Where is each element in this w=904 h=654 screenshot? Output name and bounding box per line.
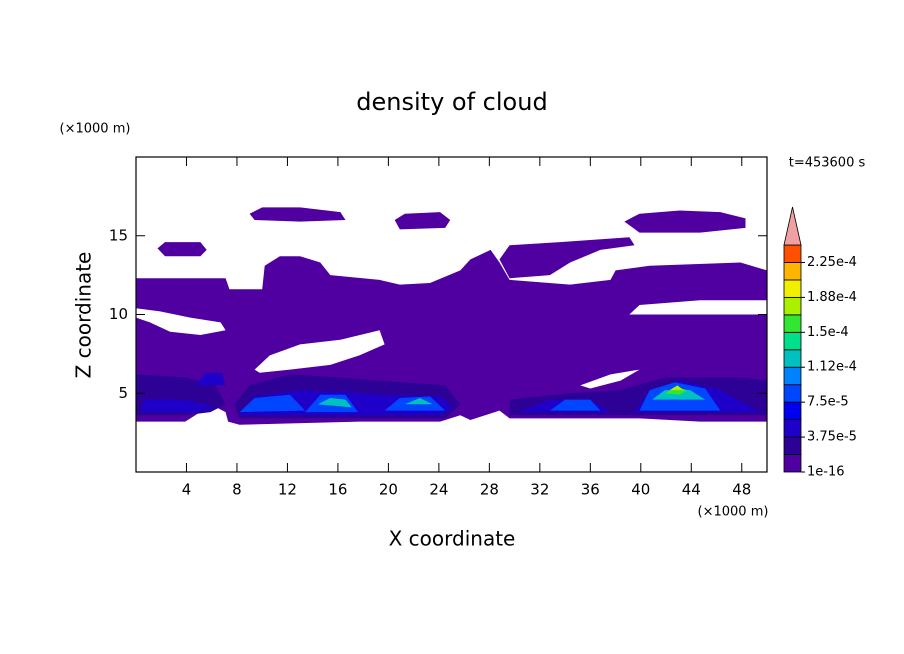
colorbar-tick-label: 1.88e-4 [807, 290, 857, 305]
colorbar-bin [783, 436, 802, 455]
y-tick-label: 15 [109, 226, 128, 244]
x-tick-label: 4 [182, 481, 192, 499]
y-unit: (×1000 m) [60, 122, 131, 137]
x-tick-label: 40 [631, 481, 650, 499]
colorbar-tick-label: 2.25e-4 [807, 255, 857, 270]
colorbar-bin [783, 454, 802, 473]
contour-region [317, 390, 706, 408]
x-tick-label: 48 [732, 481, 751, 499]
x-tick-label: 24 [429, 481, 448, 499]
x-tick-label: 12 [278, 481, 297, 499]
x-tick-label: 8 [232, 481, 242, 499]
x-tick-label: 16 [328, 481, 347, 499]
x-axis-label: X coordinate [389, 527, 516, 551]
colorbar-bin [783, 262, 802, 281]
x-tick-label: 36 [581, 481, 600, 499]
colorbar-bin [783, 331, 802, 351]
contour-region [239, 382, 721, 413]
contour-region [157, 207, 746, 279]
y-axis-label: Z coordinate [72, 252, 96, 379]
colorbar-tick-label: 1e-16 [807, 465, 845, 480]
x-unit: (×1000 m) [698, 505, 769, 520]
colorbar-bin [783, 279, 802, 298]
colorbar-bin [783, 244, 802, 263]
y-tick-label: 10 [109, 305, 128, 323]
colorbar-bin [783, 296, 802, 316]
colorbar-tick-label: 1.12e-4 [807, 360, 857, 375]
colorbar-extend [783, 206, 802, 246]
x-tick-label: 20 [379, 481, 398, 499]
colorbar-bin [783, 401, 802, 421]
colorbar-tick-label: 1.5e-4 [807, 325, 849, 340]
colorbar-bin [783, 366, 802, 386]
colorbar-bin [783, 314, 802, 333]
x-tick-label: 32 [530, 481, 549, 499]
x-tick-label: 44 [682, 481, 701, 499]
x-tick-label: 28 [480, 481, 499, 499]
chart-title: density of cloud [356, 88, 547, 116]
contour-region [669, 385, 684, 391]
time-label: t=453600 s [789, 156, 866, 171]
colorbar-tick-label: 3.75e-5 [807, 430, 857, 445]
colorbar-tick-label: 7.5e-5 [807, 395, 849, 410]
colorbar-bin [783, 384, 802, 403]
colorbar-bin [783, 419, 802, 438]
y-tick-label: 5 [118, 384, 128, 402]
colorbar-bin [783, 349, 802, 368]
